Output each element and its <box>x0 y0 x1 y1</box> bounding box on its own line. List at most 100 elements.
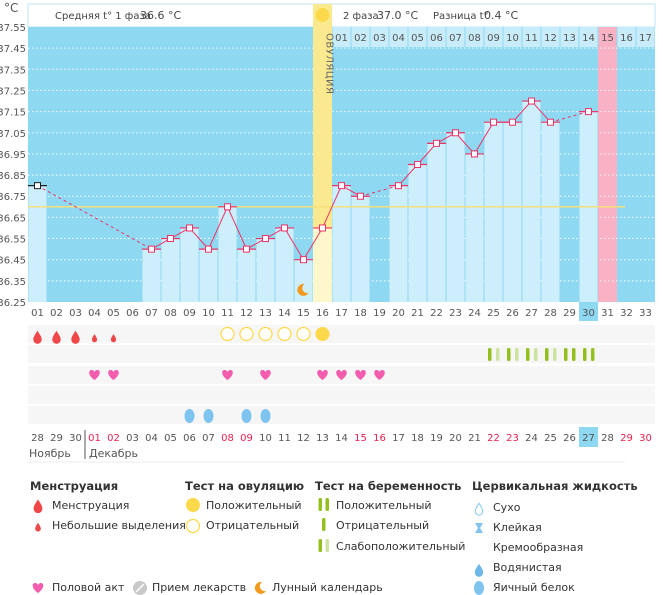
menstruation-drop-icon <box>71 330 80 344</box>
y-tick-label: 37.55 <box>0 23 26 34</box>
calendar-date: 16 <box>373 433 386 444</box>
phase2-day-cell <box>427 27 446 47</box>
heart-icon <box>222 370 233 380</box>
temp-line-dashed <box>37 185 152 250</box>
y-tick-label: 36.35 <box>0 277 26 288</box>
temp-point <box>528 97 535 105</box>
temp-bar <box>332 185 351 302</box>
legend-medication: Прием лекарств <box>152 581 247 594</box>
ovulation-test-negative-icon <box>220 326 235 342</box>
phase2-day-label: 02 <box>354 33 367 44</box>
temp-bar <box>427 143 446 302</box>
calendar-date: 21 <box>468 433 481 444</box>
legend-fluid-watery-icon <box>474 563 484 577</box>
phase2-day-label: 14 <box>582 33 595 44</box>
phase2-day-label: 12 <box>544 33 557 44</box>
temp-bar <box>28 185 47 302</box>
phase2-day-cell <box>560 27 579 47</box>
temp-bar <box>484 122 503 302</box>
legend-fluid-sticky-icon <box>475 523 483 533</box>
phase2-value: 37.0 °C <box>377 9 418 22</box>
legend-fluid-dry-icon <box>474 502 484 516</box>
phase2-day-label: 13 <box>563 33 576 44</box>
phase2-day-cell <box>522 27 541 47</box>
legend-fluid-creamy-icon <box>476 541 484 554</box>
temp-point <box>34 182 41 190</box>
legend-heart-icon <box>32 583 44 593</box>
ovulation-label: ОВУЛЯЦИЯ <box>324 33 335 95</box>
phase2-day-cell <box>636 27 655 47</box>
x-tick-label: 12 <box>240 308 253 319</box>
ovulation-test-negative-icon <box>277 326 292 342</box>
temp-point <box>281 224 288 232</box>
phase2-day-cell <box>598 27 617 47</box>
y-unit-label: °C <box>4 1 18 15</box>
pregnancy-test-positive-icon <box>564 348 568 361</box>
phase2-day-cell <box>370 27 389 47</box>
ovulation-bar <box>313 227 332 302</box>
legend-menstruation-icon <box>33 499 43 514</box>
y-tick-label: 36.95 <box>0 150 26 161</box>
spotting-drop-icon <box>110 334 117 343</box>
temp-line-segment <box>474 121 494 155</box>
calendar-date: 27 <box>582 433 595 444</box>
x-tick-label: 27 <box>525 308 538 319</box>
phase2-day-cell <box>351 27 370 47</box>
temp-bar <box>237 249 256 302</box>
phase2-day-cell <box>484 27 503 47</box>
calendar-date: 10 <box>259 433 272 444</box>
x-tick-label: 18 <box>354 308 367 319</box>
calendar-date: 20 <box>449 433 462 444</box>
y-tick-label: 37.35 <box>0 65 26 76</box>
y-tick-label: 36.75 <box>0 192 26 203</box>
calendar-date: 06 <box>183 433 196 444</box>
egg-white-icon <box>203 409 214 423</box>
temp-point <box>205 245 212 253</box>
x-tick-label: 04 <box>88 308 101 319</box>
y-tick-label: 36.45 <box>0 256 26 267</box>
temp-bar <box>446 132 465 302</box>
month-december: Декабрь <box>89 447 138 460</box>
legend-pill-line <box>135 583 145 593</box>
temp-bar <box>180 227 199 302</box>
x-tick-label: 22 <box>430 308 443 319</box>
temp-line-segment <box>284 227 304 260</box>
x-tick-label: 28 <box>544 308 557 319</box>
temp-bar <box>522 101 541 303</box>
phase2-day-cell <box>408 27 427 47</box>
legend-fluid-title: Цервикальная жидкость <box>472 479 638 493</box>
today-cell <box>579 427 598 447</box>
calendar-date: 17 <box>392 433 405 444</box>
phase2-day-cell <box>465 27 484 47</box>
phase2-day-label: 07 <box>449 33 462 44</box>
event-row <box>28 325 655 343</box>
heart-icon <box>336 370 347 380</box>
temp-line-dashed <box>550 111 589 123</box>
temp-point <box>452 129 459 137</box>
ovulation-test-negative-icon <box>258 326 273 342</box>
calendar-date: 28 <box>601 433 614 444</box>
calendar-date: 03 <box>126 433 139 444</box>
phase1-label: Средняя t° 1 фаза <box>55 11 151 22</box>
temp-point <box>148 245 155 253</box>
x-tick-label: 20 <box>392 308 405 319</box>
temp-point <box>585 108 592 116</box>
phase2-day-label: 10 <box>506 33 519 44</box>
legend-pregtest-weak-icon <box>325 539 329 552</box>
temp-bar <box>503 122 522 302</box>
pregnancy-test-weak-icon <box>545 348 549 361</box>
pregnancy-test-weak-icon <box>553 348 557 361</box>
temp-point <box>490 118 497 126</box>
y-tick-label: 36.65 <box>0 213 26 224</box>
x-tick-label: 10 <box>202 308 215 319</box>
legend-pregtest-positive: Положительный <box>336 499 432 512</box>
ovulation-test-negative-icon <box>296 326 311 342</box>
calendar-date: 24 <box>525 433 538 444</box>
legend-sex: Половой акт <box>52 581 125 594</box>
pregnancy-test-positive-icon <box>583 348 587 361</box>
phase2-day-cell <box>579 27 598 47</box>
x-tick-label: 24 <box>468 308 481 319</box>
diff-value: 0.4 °C <box>484 9 518 22</box>
temp-bar <box>351 196 370 302</box>
temp-point <box>224 203 231 211</box>
